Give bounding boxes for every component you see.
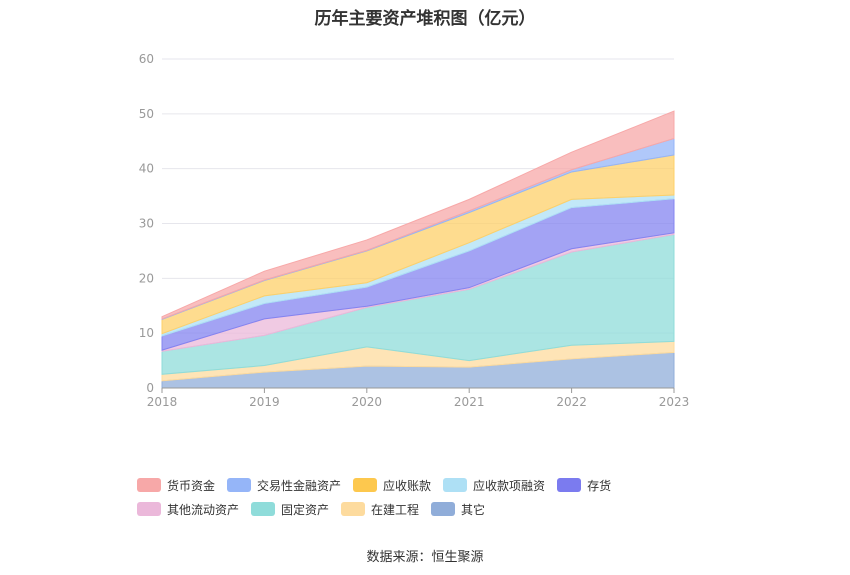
legend-item[interactable]: 应收账款 — [353, 473, 431, 497]
legend-item[interactable]: 货币资金 — [137, 473, 215, 497]
legend-item[interactable]: 存货 — [557, 473, 611, 497]
legend-item[interactable]: 交易性金融资产 — [227, 473, 341, 497]
legend-label: 其它 — [461, 502, 486, 517]
legend-label: 其他流动资产 — [167, 502, 240, 517]
legend-swatch — [137, 478, 161, 492]
chart-title: 历年主要资产堆积图（亿元） — [314, 9, 536, 29]
stacked-area-chart: 0 10 20 30 40 50 60 2018 2019 2020 2021 2022 2023 — [139, 52, 690, 409]
legend-label: 应收款项融资 — [473, 478, 546, 493]
y-tick-label: 0 — [146, 381, 154, 395]
area-layer — [161, 110, 675, 389]
area-series-货币资金[interactable] — [161, 110, 675, 320]
legend-swatch — [353, 478, 378, 492]
x-tick-label: 2020 — [352, 395, 383, 409]
legend-swatch — [443, 478, 468, 492]
x-tick-label: 2019 — [249, 395, 280, 409]
legend: 货币资金 交易性金融资产 应收账款 应收款项融资 存货其他流动资产 固定资产 在建工程 其它 — [137, 473, 737, 521]
legend-swatch — [341, 502, 366, 516]
legend-label: 固定资产 — [281, 502, 330, 517]
legend-label: 应收账款 — [383, 478, 432, 493]
legend-row: 货币资金 交易性金融资产 应收账款 应收款项融资 存货其他流动资产 固定资产 在建工程 其它 — [137, 473, 737, 521]
legend-label: 存货 — [587, 478, 612, 493]
x-tick-label: 2021 — [454, 395, 485, 409]
legend-item[interactable]: 应收款项融资 — [443, 473, 545, 497]
legend-label: 在建工程 — [371, 502, 420, 517]
y-tick-label: 10 — [139, 326, 154, 340]
legend-label: 货币资金 — [167, 478, 216, 493]
legend-item[interactable]: 其它 — [431, 497, 485, 521]
y-tick-label: 20 — [139, 271, 154, 285]
data-source-note: 数据来源：恒生聚源 — [366, 550, 484, 565]
x-tick-label: 2018 — [147, 395, 178, 409]
legend-item[interactable]: 在建工程 — [341, 497, 419, 521]
axis-layer: 0 10 20 30 40 50 60 2018 2019 2020 2021 2022 2023 — [139, 52, 690, 409]
legend-swatch — [137, 502, 161, 516]
legend-item[interactable]: 其他流动资产 — [137, 497, 239, 521]
legend-swatch — [431, 502, 456, 516]
legend-swatch — [251, 502, 276, 516]
y-tick-label: 60 — [139, 52, 154, 66]
x-tick-label: 2023 — [659, 395, 690, 409]
legend-swatch — [557, 478, 582, 492]
y-tick-label: 50 — [139, 107, 154, 121]
y-tick-label: 30 — [139, 217, 154, 231]
x-tick-label: 2022 — [556, 395, 587, 409]
legend-item[interactable]: 固定资产 — [251, 497, 329, 521]
y-tick-label: 40 — [139, 162, 154, 176]
legend-swatch — [227, 478, 252, 492]
legend-label: 交易性金融资产 — [257, 478, 342, 493]
